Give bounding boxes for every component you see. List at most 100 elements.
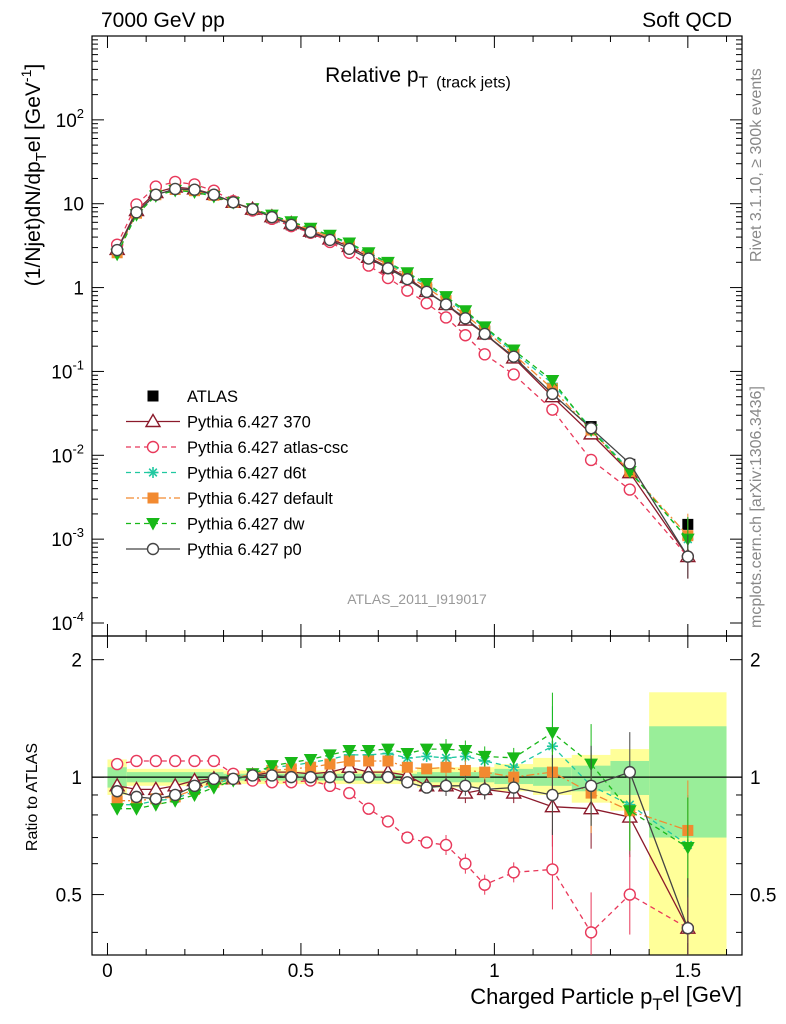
ratio-point bbox=[507, 866, 520, 879]
ratio-point bbox=[110, 785, 124, 798]
chart-title: Relative pT (track jets) bbox=[325, 64, 511, 92]
data-point bbox=[246, 203, 259, 216]
ratio-point bbox=[342, 745, 357, 758]
data-point bbox=[419, 277, 434, 291]
ratio-point bbox=[421, 763, 433, 775]
ratio-point bbox=[401, 831, 414, 844]
data-point bbox=[477, 321, 492, 334]
ratio-y-tick-label: 1 bbox=[71, 768, 82, 789]
data-point bbox=[149, 188, 163, 201]
ratio-point bbox=[506, 752, 521, 765]
data-point bbox=[110, 243, 124, 257]
ratio-point bbox=[623, 765, 636, 779]
ratio-point bbox=[440, 761, 452, 773]
data-point bbox=[459, 312, 472, 325]
x-tick-label: 0 bbox=[102, 961, 113, 982]
y-tick-label: 10 bbox=[63, 195, 84, 216]
data-point bbox=[227, 196, 240, 209]
ratio-point bbox=[207, 772, 221, 786]
ratio-point bbox=[130, 790, 143, 804]
ratio-point bbox=[362, 802, 375, 815]
data-point bbox=[343, 242, 356, 255]
ratio-point bbox=[304, 770, 317, 784]
ratio-point bbox=[362, 770, 375, 784]
data-point bbox=[188, 183, 201, 196]
ratio-point bbox=[129, 803, 144, 816]
data-point bbox=[458, 305, 473, 318]
legend-label: Pythia 6.427 p0 bbox=[187, 541, 302, 559]
ratio-point bbox=[343, 770, 356, 784]
ratio-point bbox=[284, 757, 299, 770]
ratio-point bbox=[420, 836, 433, 849]
ratio-point bbox=[343, 786, 356, 800]
y-tick-label: 102 bbox=[56, 106, 84, 132]
data-point bbox=[459, 329, 472, 342]
x-tick-label: 1 bbox=[489, 961, 500, 982]
main-series-layer bbox=[108, 175, 697, 579]
ratio-point bbox=[478, 783, 491, 796]
legend-label: ATLAS bbox=[187, 388, 238, 406]
ratio-point bbox=[265, 769, 279, 782]
ratio-point bbox=[680, 842, 695, 855]
star-stroke bbox=[148, 468, 158, 477]
ratio-point bbox=[508, 771, 520, 783]
legend-marker bbox=[147, 467, 159, 478]
legend-item-1: Pythia 6.427 370 bbox=[126, 413, 311, 432]
ratio-point bbox=[439, 779, 453, 793]
data-point bbox=[381, 262, 395, 275]
series-line bbox=[116, 189, 689, 540]
data-point bbox=[681, 550, 695, 563]
legend: ATLAS Pythia 6.427 370 Pythia 6.427 atlas-… bbox=[126, 388, 348, 559]
analysis-id: ATLAS_2011_I919017 bbox=[347, 591, 487, 607]
ratio-point bbox=[381, 815, 395, 828]
legend-marker bbox=[146, 542, 160, 556]
ratio-point bbox=[623, 888, 636, 901]
ratio-point bbox=[110, 757, 124, 771]
ratio-series-5 bbox=[110, 732, 695, 955]
legend-item-4: Pythia 6.427 default bbox=[126, 490, 333, 508]
ratio-point bbox=[188, 779, 201, 793]
series-6 bbox=[110, 182, 695, 579]
data-point bbox=[546, 387, 559, 401]
data-point bbox=[623, 483, 636, 496]
y-tick-label: 10-2 bbox=[51, 441, 84, 467]
data-point bbox=[420, 297, 433, 310]
data-point bbox=[439, 298, 453, 311]
legend-item-0: ATLAS bbox=[147, 388, 238, 406]
data-point bbox=[323, 233, 337, 247]
legend-label: Pythia 6.427 370 bbox=[187, 414, 311, 432]
ratio-point bbox=[400, 747, 415, 761]
legend-item-2: Pythia 6.427 atlas-csc bbox=[126, 439, 348, 457]
ratio-y-tick-label: 0.5 bbox=[56, 886, 82, 907]
star-stroke bbox=[422, 752, 432, 761]
data-point bbox=[478, 348, 491, 361]
ratio-point bbox=[584, 926, 598, 939]
legend-item-3: Pythia 6.427 d6t bbox=[126, 465, 307, 483]
ratio-point bbox=[459, 857, 472, 870]
ratio-point bbox=[323, 770, 337, 784]
series-line bbox=[116, 188, 689, 537]
ratio-point bbox=[149, 754, 163, 768]
ratio-point bbox=[401, 776, 414, 789]
ratio-y-tick-label-right: 2 bbox=[750, 651, 761, 672]
data-point bbox=[439, 311, 453, 324]
data-point bbox=[545, 374, 560, 388]
ratio-point bbox=[168, 754, 182, 768]
ratio-y-tick-label-right: 1 bbox=[750, 768, 761, 789]
data-point bbox=[623, 457, 636, 470]
ratio-point bbox=[458, 745, 473, 758]
data-point bbox=[584, 453, 598, 467]
process-label: Soft QCD bbox=[642, 9, 732, 32]
series-line bbox=[116, 189, 689, 540]
ratio-series-3 bbox=[111, 732, 694, 881]
data-point bbox=[507, 368, 520, 381]
data-point bbox=[207, 188, 221, 201]
ratio-point bbox=[477, 750, 492, 764]
legend-label: Pythia 6.427 atlas-csc bbox=[187, 439, 348, 457]
legend-marker bbox=[147, 492, 159, 504]
ratio-point bbox=[419, 743, 434, 757]
x-tick-label: 1.5 bbox=[675, 961, 701, 982]
ratio-point bbox=[323, 749, 337, 762]
chart-text: Relative pT (track jets) ATLAS_2011_I91901… bbox=[18, 64, 742, 1014]
